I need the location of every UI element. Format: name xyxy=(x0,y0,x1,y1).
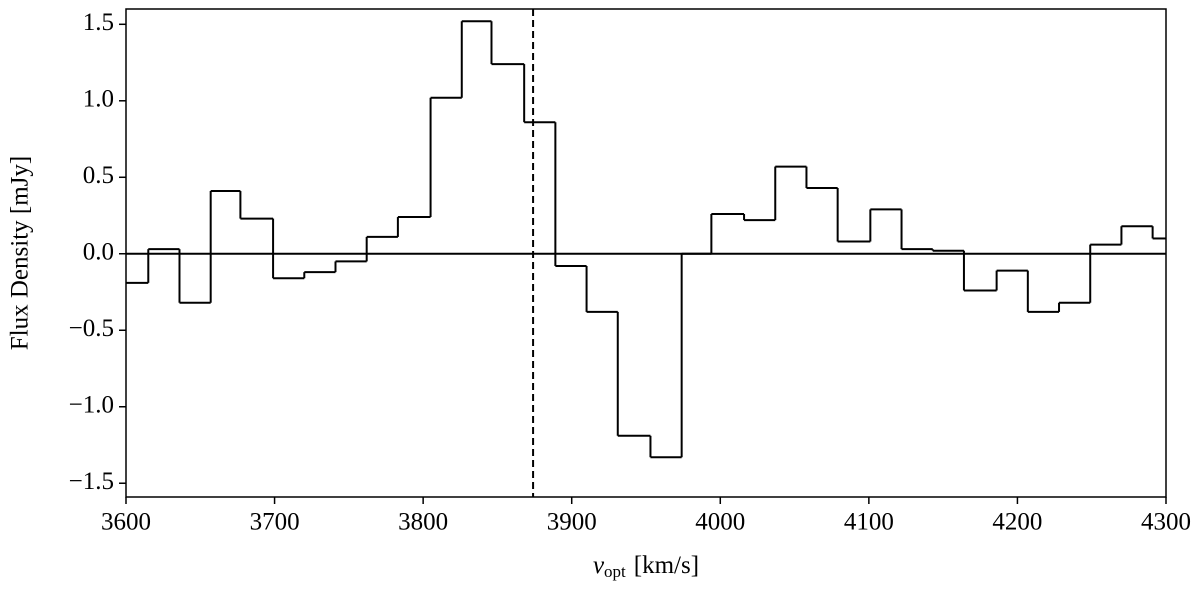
x-tick-label: 4100 xyxy=(844,509,894,536)
x-tick-label: 3900 xyxy=(547,509,597,536)
y-axis-label: Flux Density [mJy] xyxy=(7,156,34,350)
plot-frame xyxy=(125,8,1167,498)
y-tick-label: −1.5 xyxy=(69,468,114,495)
y-tick-label: −1.0 xyxy=(69,391,114,418)
x-tick-label: 3700 xyxy=(250,509,300,536)
x-tick-label: 4200 xyxy=(992,509,1042,536)
y-tick-label: 0.0 xyxy=(83,238,114,265)
x-tick-label: 3600 xyxy=(101,509,151,536)
x-tick-label: 4300 xyxy=(1141,509,1191,536)
y-tick-label: 0.5 xyxy=(83,162,114,189)
x-label-symbol: v xyxy=(593,552,605,579)
x-tick-label: 3800 xyxy=(398,509,448,536)
x-label-subscript: opt xyxy=(604,562,626,581)
y-tick-label: −0.5 xyxy=(69,315,114,342)
x-tick-label: 4000 xyxy=(695,509,745,536)
x-label-unit: [km/s] xyxy=(634,552,699,579)
y-tick-label: 1.0 xyxy=(83,86,114,113)
y-tick-label: 1.5 xyxy=(83,9,114,36)
x-axis-label: vopt [km/s] xyxy=(593,552,699,581)
